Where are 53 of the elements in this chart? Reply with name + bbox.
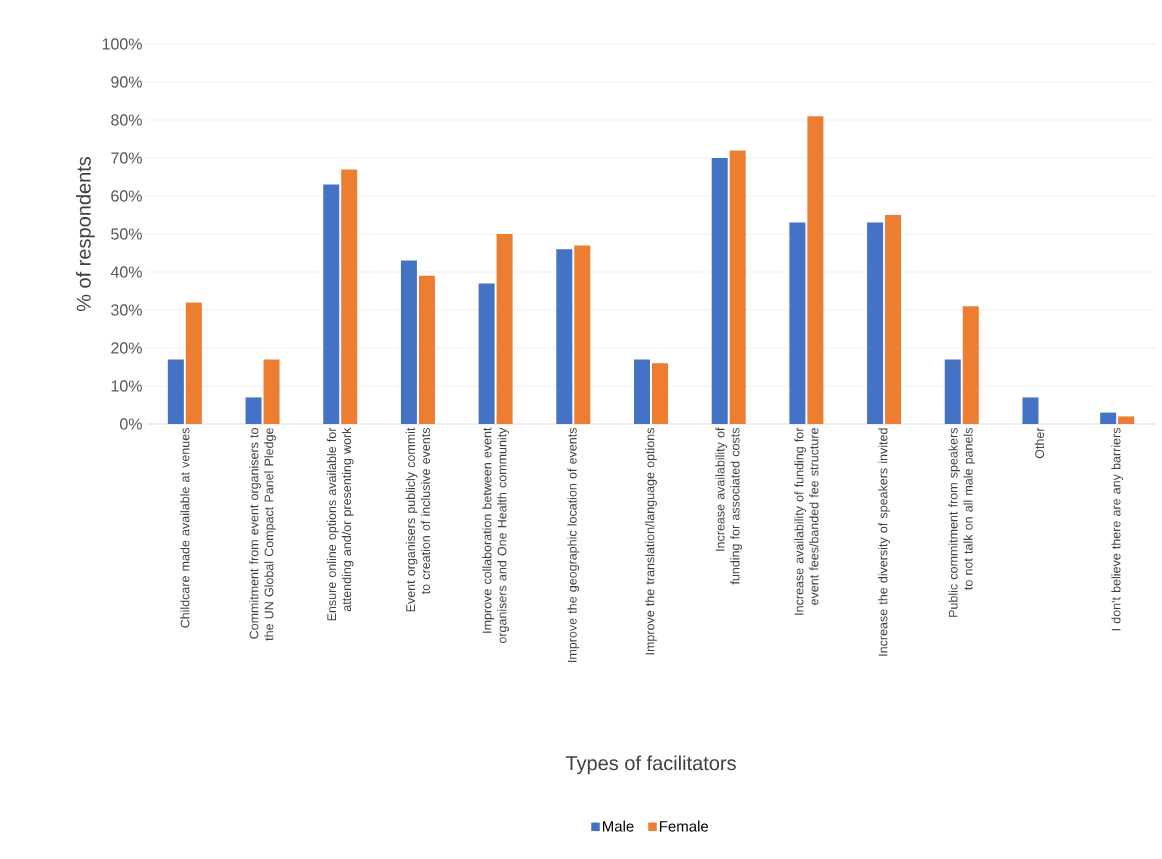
bar [1100,412,1117,424]
y-tick-label: 50% [111,228,142,240]
bar [729,150,746,424]
x-tick-label: Improve the geographic location of events [567,428,580,662]
y-tick-label: 60% [111,190,142,202]
x-axis-title: Types of facilitators [565,755,736,775]
bar [885,215,902,424]
x-tick-label: Increase availability of funding for associated costs [715,427,743,585]
x-tick-label: Event organisers publicly commit to creation of inclusive events [405,427,431,612]
bar [400,260,417,424]
bar [323,184,340,424]
x-tick-label: I don't believe there are any barriers [1111,428,1123,631]
bar [807,116,824,424]
x-tick-label: Childcare made available at venues [180,428,190,628]
x-tick-label: Ensure online options available for attending and/or presenting work [326,427,354,621]
bar [245,397,262,424]
bar [418,275,435,424]
bar [652,363,668,424]
y-axis-title: % of respondents [76,156,95,312]
legend-label: Female [659,820,709,832]
y-tick-label: 100% [102,38,142,50]
x-tick-label: Increase the diversity of speakers invited [878,428,890,656]
bar [944,359,961,424]
bar [1022,397,1039,424]
bar [789,222,806,424]
y-tick-label: 90% [111,76,142,88]
x-tick-label: Increase availability of funding for event fees/banded fee structure [794,427,819,615]
bar [263,359,280,424]
bar [634,359,650,424]
y-tick-label: 20% [111,342,142,354]
bar [556,249,573,424]
bar [167,359,184,424]
y-tick-label: 80% [111,114,142,126]
bar [478,283,495,424]
y-tick-label: 0% [119,418,142,430]
bar [1118,416,1135,424]
x-tick-label: Commitment from event organisers to the UN Global Compact Panel Pledge [249,428,276,641]
bar [574,245,591,424]
y-tick-label: 10% [111,380,142,392]
x-tick-label: Improve collaboration between event organisers and One Health community [482,427,509,644]
legend-label: Male [602,820,634,832]
bar [341,169,358,424]
x-tick-label: Other [1034,427,1045,459]
y-tick-label: 40% [110,266,142,278]
bar [711,158,728,424]
x-tick-label: Public commitment from speakers to not talk on all male panels [948,428,976,617]
y-tick-label: 30% [111,304,142,316]
bar [867,222,884,424]
bar [185,302,202,424]
bar [496,234,513,424]
bar [962,306,979,424]
y-tick-label: 70% [111,152,142,164]
x-tick-label: Improve the translation/language options [645,428,657,655]
